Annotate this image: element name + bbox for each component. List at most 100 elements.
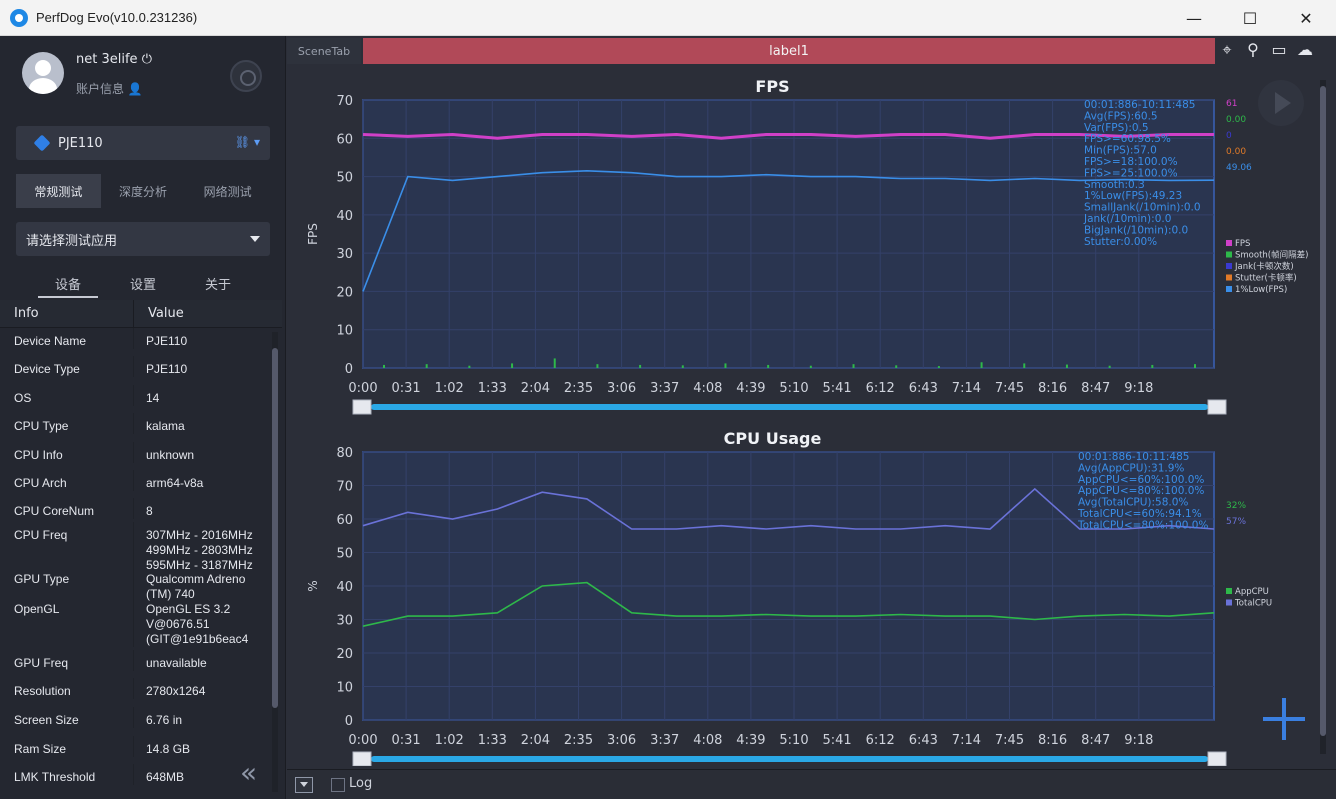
table-row: CPU Type kalama <box>0 413 270 434</box>
y-tick-label: 40 <box>336 580 353 595</box>
stat-text: AppCPU<=80%:100.0% <box>1078 485 1204 497</box>
legend-swatch <box>1226 263 1232 269</box>
x-tick-label: 3:06 <box>607 733 636 748</box>
label-bar[interactable]: label1 <box>363 38 1215 64</box>
table-row: Screen Size 6.76 in <box>0 707 270 728</box>
slider-handle-end[interactable] <box>1207 399 1227 415</box>
y-tick-label: 70 <box>336 480 353 495</box>
table-row: CPU Arch arm64-v8a <box>0 470 270 491</box>
current-value: 61 <box>1226 99 1237 109</box>
legend-label: Jank(卡顿次数) <box>1234 261 1294 272</box>
row-value: PJE110 <box>146 334 188 348</box>
account-info-link[interactable]: 账户信息 👤 <box>76 80 143 97</box>
legend-label: 1%Low(FPS) <box>1235 285 1287 295</box>
series-line-1-low-fps- <box>362 169 1215 292</box>
y-tick-label: 0 <box>345 362 353 377</box>
x-tick-label: 0:00 <box>348 733 377 748</box>
stat-text: Min(FPS):57.0 <box>1084 145 1157 157</box>
bottom-bar: Log <box>287 769 1336 799</box>
power-small-icon[interactable]: ⏻ <box>141 52 152 67</box>
row-value: kalama <box>146 419 185 433</box>
time-range-slider[interactable] <box>371 404 1208 410</box>
main-scrollbar-thumb[interactable] <box>1320 86 1326 736</box>
slider-handle-end[interactable] <box>1207 751 1227 766</box>
sidebar: net 3elife ⏻ 账户信息 👤 PJE110 ⛓ ▾ 常规测试 深度分析… <box>0 36 286 799</box>
table-row: OpenGL OpenGL ES 3.2 V@0676.51 (GIT@1e91b… <box>0 596 270 647</box>
row-value: PJE110 <box>146 362 188 376</box>
x-tick-label: 0:31 <box>391 733 420 748</box>
legend-swatch <box>1226 286 1232 292</box>
folder-icon[interactable]: ▭ <box>1271 40 1287 59</box>
tab-deep-analysis[interactable]: 深度分析 <box>119 184 168 199</box>
avatar[interactable] <box>22 52 64 94</box>
x-tick-label: 3:37 <box>650 381 679 396</box>
row-value: 8 <box>146 504 153 518</box>
stat-text: 1%Low(FPS):49.23 <box>1084 190 1182 202</box>
marker-icon[interactable]: ⚲ <box>1247 40 1259 59</box>
smooth-bar <box>1151 364 1154 368</box>
stat-text: FPS>=25:100.0% <box>1084 167 1178 179</box>
info-subtabs: 设备 设置 关于 <box>38 274 248 298</box>
y-tick-label: 10 <box>336 324 353 339</box>
add-chart-button[interactable] <box>1263 698 1305 740</box>
location-pin-icon[interactable]: ⌖ <box>1222 40 1232 59</box>
current-value: 0.00 <box>1226 147 1246 157</box>
x-tick-label: 7:14 <box>952 381 981 396</box>
collapse-sidebar-icon[interactable]: « <box>240 756 257 789</box>
legend-swatch <box>1226 240 1232 246</box>
subtab-settings[interactable]: 设置 <box>129 278 156 293</box>
table-row: Device Type PJE110 <box>0 356 270 377</box>
x-tick-label: 9:18 <box>1124 733 1153 748</box>
link-dropdown-icon[interactable]: ⛓ ▾ <box>234 135 260 149</box>
play-button[interactable] <box>1258 80 1304 126</box>
cloud-icon[interactable]: ☁ <box>1297 40 1313 59</box>
scene-tab[interactable]: SceneTab <box>287 38 361 64</box>
table-row: CPU CoreNum 8 <box>0 498 270 519</box>
slider-handle-start[interactable] <box>352 399 372 415</box>
sidebar-scrollbar[interactable] <box>272 332 278 792</box>
row-key: CPU Type <box>0 413 134 434</box>
x-tick-label: 6:43 <box>909 733 938 748</box>
main-scrollbar[interactable] <box>1320 80 1326 754</box>
app-select[interactable]: 请选择测试应用 <box>16 222 270 256</box>
top-icons: ⌖ ⚲ ▭ ☁ <box>1217 40 1315 60</box>
device-select[interactable]: PJE110 ⛓ ▾ <box>16 126 270 160</box>
subtab-device[interactable]: 设备 <box>38 274 98 298</box>
x-tick-label: 7:45 <box>995 381 1024 396</box>
subtab-about[interactable]: 关于 <box>204 278 231 293</box>
table-row: CPU Freq 307MHz - 2016MHz 499MHz - 2803MH… <box>0 522 270 573</box>
stat-text: Var(FPS):0.5 <box>1084 122 1149 134</box>
header-value: Value <box>148 306 184 321</box>
time-range-slider[interactable] <box>371 756 1208 762</box>
disconnect-button[interactable] <box>230 60 262 92</box>
x-tick-label: 0:00 <box>348 381 377 396</box>
row-key: GPU Type <box>0 566 134 602</box>
slider-handle-start[interactable] <box>352 751 372 766</box>
account-info-label: 账户信息 <box>76 82 125 96</box>
stat-text: 00:01:886-10:11:485 <box>1084 99 1195 111</box>
x-tick-label: 7:45 <box>995 733 1024 748</box>
stat-text: FPS>=18:100.0% <box>1084 156 1178 168</box>
table-row: Device Name PJE110 <box>0 328 270 349</box>
sidebar-scrollbar-thumb[interactable] <box>272 348 278 708</box>
log-checkbox[interactable] <box>331 778 345 792</box>
x-tick-label: 9:18 <box>1124 381 1153 396</box>
x-tick-label: 0:31 <box>391 381 420 396</box>
x-tick-label: 3:06 <box>607 381 636 396</box>
x-tick-label: 5:41 <box>822 381 851 396</box>
dropdown-menu-button[interactable] <box>295 777 313 793</box>
stat-text: Smooth:0.3 <box>1084 179 1145 191</box>
legend-label: Stutter(卡顿率) <box>1235 273 1297 284</box>
tab-network-test[interactable]: 网络测试 <box>203 184 252 199</box>
y-tick-label: 50 <box>336 547 353 562</box>
row-key: OS <box>0 385 134 406</box>
tab-regular-test[interactable]: 常规测试 <box>16 174 101 208</box>
user-name-text: net 3elife <box>76 52 138 67</box>
maximize-button[interactable]: ☐ <box>1242 8 1258 28</box>
x-tick-label: 7:14 <box>952 733 981 748</box>
close-button[interactable]: ✕ <box>1299 8 1313 28</box>
smooth-bar <box>767 364 770 368</box>
table-row: Ram Size 14.8 GB <box>0 736 270 757</box>
minimize-button[interactable]: — <box>1186 8 1202 28</box>
x-tick-label: 4:39 <box>736 733 765 748</box>
